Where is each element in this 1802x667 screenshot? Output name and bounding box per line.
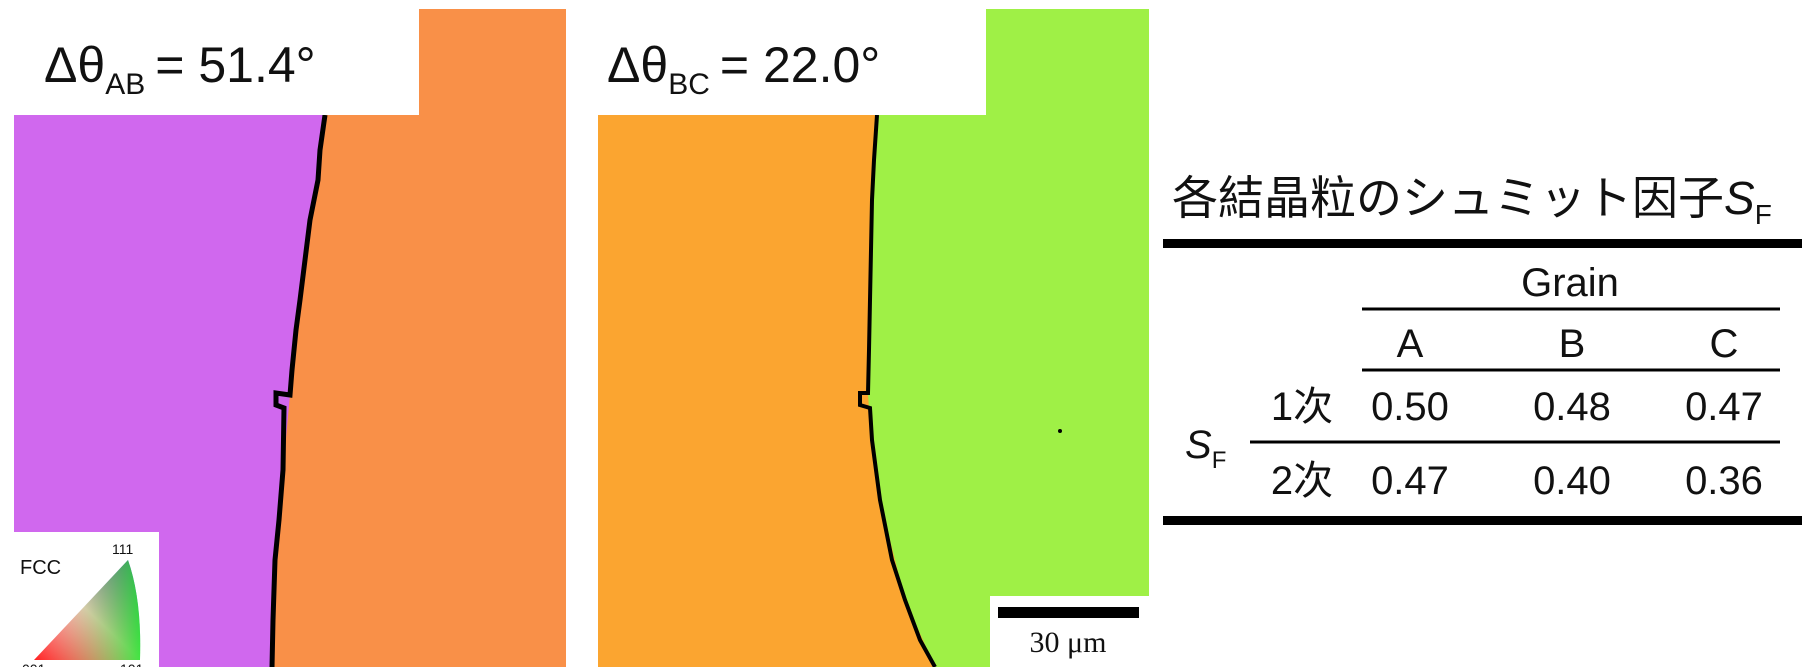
ipf-corner: 001 [22, 661, 46, 667]
title-text: 各結晶粒のシュミット因子 [1172, 172, 1724, 224]
ipf-corner: 101 [120, 661, 144, 667]
row-label: 1次 [1271, 385, 1333, 429]
symbol: S [1185, 423, 1212, 467]
ipf-title: FCC [20, 557, 61, 579]
symbol: Δθ [607, 37, 668, 93]
row-label: 2次 [1271, 459, 1333, 503]
cell: 0.40 [1533, 459, 1611, 503]
misorientation-label: ΔθAB = 51.4° [44, 37, 316, 101]
schmid-table: 各結晶粒のシュミット因子SF Grain A B C SF 1次 0.50 0.… [1163, 172, 1802, 525]
page: {"panels": [ {"label": {"symbol": "Δθ", … [0, 0, 1802, 667]
column-header: B [1559, 322, 1586, 366]
value: = 51.4° [155, 37, 315, 93]
misorientation-label: ΔθBC = 22.0° [607, 37, 880, 101]
cell: 0.48 [1533, 385, 1611, 429]
subscript: BC [668, 68, 710, 101]
cell: 0.50 [1371, 385, 1449, 429]
cell: 0.47 [1371, 459, 1449, 503]
top-rule [1163, 239, 1802, 248]
column-group-header: Grain [1521, 261, 1619, 305]
cell: 0.36 [1685, 459, 1763, 503]
column-header: C [1710, 322, 1739, 366]
scale-bar [998, 607, 1139, 618]
ebsd-map-bc: ΔθBC = 22.0° 30 μm [598, 9, 1149, 667]
column-header: A [1397, 322, 1424, 366]
table-title: 各結晶粒のシュミット因子SF [1172, 172, 1772, 230]
subscript: F [1212, 447, 1227, 474]
subscript: AB [105, 68, 145, 101]
title-subscript: F [1755, 199, 1772, 230]
figure: ΔθAB= 51.4° FCC 111 001 101 ΔθBC= 22.0° … [0, 0, 1802, 667]
bottom-rule [1163, 516, 1802, 525]
speck [1058, 429, 1062, 433]
row-group-label: SF [1185, 423, 1226, 474]
scale-bar-label: 30 μm [1030, 626, 1107, 659]
ipf-corner: 111 [112, 541, 133, 557]
cell: 0.47 [1685, 385, 1763, 429]
ebsd-map-ab: ΔθAB = 51.4° FCC 111 001 101 [14, 9, 566, 667]
title-symbol: S [1724, 172, 1755, 224]
symbol: Δθ [44, 37, 105, 93]
value: = 22.0° [720, 37, 880, 93]
